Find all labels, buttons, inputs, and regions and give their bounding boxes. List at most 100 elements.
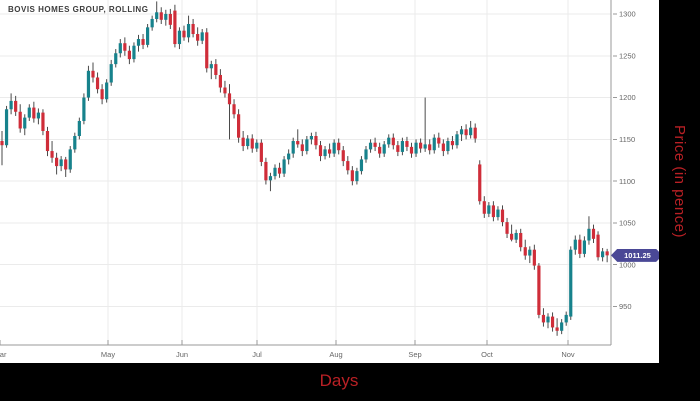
candle-up xyxy=(105,82,109,100)
candle-down xyxy=(250,138,254,149)
candle-down xyxy=(55,157,59,167)
candle-down xyxy=(346,161,350,171)
y-tick-label: 1150 xyxy=(619,135,635,144)
candle-down xyxy=(205,32,209,69)
chart-panel: 1300 1250 1200 1150 1100 1050 1000 950 Mar May Jun… xyxy=(0,0,659,363)
candle-down xyxy=(123,43,127,51)
x-tick-label: Jul xyxy=(252,350,262,359)
candle-down xyxy=(196,34,200,41)
candle-up xyxy=(355,171,359,182)
candle-up xyxy=(209,64,213,69)
candle-down xyxy=(318,145,323,157)
price-chart-svg: 1300 1250 1200 1150 1100 1050 1000 950 Mar May Jun… xyxy=(0,0,636,359)
candle-down xyxy=(45,130,50,152)
x-tick-label: Nov xyxy=(561,350,575,359)
candle-up xyxy=(59,159,63,167)
candle-down xyxy=(218,74,222,88)
candle-down xyxy=(391,137,395,146)
x-axis-title: Days xyxy=(319,371,359,390)
chart-title: BOVIS HOMES GROUP, ROLLING xyxy=(8,5,149,14)
candle-down xyxy=(182,30,186,38)
last-price-badge: 1011.25 xyxy=(611,248,659,262)
candle-down xyxy=(159,12,163,20)
x-tick-label: Oct xyxy=(481,350,494,359)
candle-down xyxy=(473,127,477,139)
candle-down xyxy=(168,13,172,25)
candle-down xyxy=(591,228,596,239)
candle-up xyxy=(560,322,564,331)
candle-up xyxy=(323,149,327,157)
x-tick-label: Sep xyxy=(408,350,421,359)
candle-down xyxy=(491,205,495,218)
candle-down xyxy=(523,247,527,256)
candle-down xyxy=(555,327,559,331)
candle-up xyxy=(487,205,491,214)
candle-up xyxy=(68,149,72,170)
candle-down xyxy=(519,232,523,248)
candle-up xyxy=(150,18,154,28)
candle-up xyxy=(496,209,500,218)
candle-down xyxy=(441,143,445,152)
candle-down xyxy=(341,150,345,162)
candle-down xyxy=(232,104,236,115)
candle-up xyxy=(582,240,586,254)
candle-up xyxy=(86,70,91,98)
candle-up xyxy=(423,144,427,149)
candle-down xyxy=(428,144,432,151)
candle-down xyxy=(0,141,4,146)
candle-up xyxy=(164,13,168,20)
candle-up xyxy=(268,176,273,181)
candle-up xyxy=(601,251,605,258)
candle-up xyxy=(573,239,577,250)
candle-up xyxy=(246,138,250,147)
candle-down xyxy=(578,239,582,254)
candle-up xyxy=(146,27,150,45)
candle-up xyxy=(132,45,136,60)
candle-down xyxy=(141,39,145,45)
candle-up xyxy=(118,43,122,54)
candle-down xyxy=(227,93,232,105)
y-tick-label: 1050 xyxy=(619,219,636,228)
candle-down xyxy=(537,265,541,315)
candle-down xyxy=(191,23,195,35)
candle-up xyxy=(155,12,159,19)
candle-up xyxy=(459,129,464,135)
candle-down xyxy=(173,10,177,45)
candle-up xyxy=(387,137,391,145)
candle-down xyxy=(337,142,341,151)
candle-up xyxy=(9,100,13,110)
candle-up xyxy=(359,159,364,172)
candle-down xyxy=(550,316,555,328)
candle-down xyxy=(373,142,377,147)
candle-up xyxy=(309,136,313,140)
candle-up xyxy=(186,23,191,38)
candle-up xyxy=(546,316,550,323)
x-tick-label: May xyxy=(101,350,115,359)
y-tick-label: 1100 xyxy=(619,177,635,186)
candle-down xyxy=(328,149,332,154)
y-tick-label: 1300 xyxy=(619,10,636,19)
candle-up xyxy=(382,144,386,154)
candle-down xyxy=(605,251,609,256)
candle-down xyxy=(127,50,131,60)
y-tick-label: 950 xyxy=(619,302,632,311)
candle-down xyxy=(350,170,354,182)
candle-down xyxy=(259,142,263,162)
candle-up xyxy=(287,153,291,160)
candle-up xyxy=(73,136,77,150)
candle-up xyxy=(273,167,277,177)
y-tick-label: 1250 xyxy=(619,51,636,60)
candle-down xyxy=(500,209,505,223)
candle-up xyxy=(4,109,9,146)
candle-up xyxy=(446,141,450,152)
y-tick-label: 1000 xyxy=(619,260,636,269)
candle-up xyxy=(469,127,473,136)
candle-up xyxy=(332,142,336,154)
candle-up xyxy=(27,107,31,118)
candle-down xyxy=(419,142,423,149)
candle-down xyxy=(18,111,22,129)
candle-up xyxy=(514,232,518,240)
candle-down xyxy=(450,141,455,146)
candle-down xyxy=(396,145,400,152)
